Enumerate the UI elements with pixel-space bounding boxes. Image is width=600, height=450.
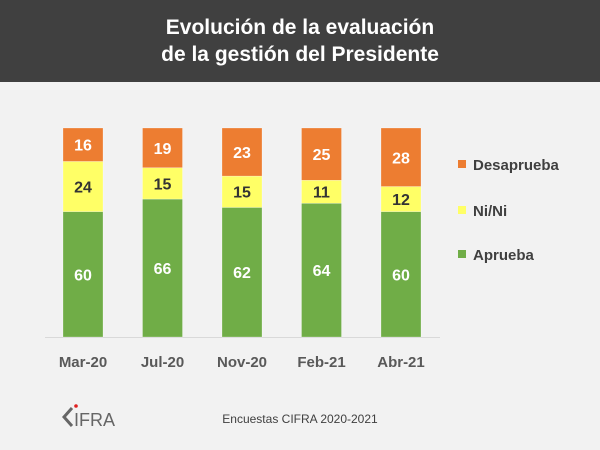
legend-swatch [458,160,466,168]
source-note: Encuestas CIFRA 2020-2021 [222,412,378,426]
cifra-logo: IFRA [62,404,115,430]
bar-desaprueba [221,127,263,177]
data-label: 60 [392,267,410,284]
bar-nini [221,175,263,208]
bar-desaprueba [380,127,422,187]
bar-aprueba [142,198,183,338]
legend-label: Ni/Ni [473,203,507,220]
chart-title: Evolución de la evaluación de la gestión… [0,0,600,82]
bar-desaprueba [142,127,183,168]
data-label: 19 [154,141,172,158]
bar-desaprueba [62,127,104,162]
data-label: 66 [154,261,172,278]
x-tick-label: Mar-20 [59,354,107,371]
data-label: 64 [313,263,331,280]
title-line-2: de la gestión del Presidente [161,43,439,66]
svg-text:IFRA: IFRA [74,410,115,430]
data-label: 15 [154,176,172,193]
bar-nini [380,186,422,212]
data-label: 11 [313,185,330,202]
legend-label: Desaprueba [473,157,560,174]
bar-aprueba [301,202,342,338]
data-label: 24 [74,180,92,197]
data-label: 28 [392,150,410,167]
x-tick-label: Feb-21 [297,354,345,371]
bar-nini [142,167,183,200]
data-label: 23 [233,145,251,162]
data-label: 16 [74,138,92,155]
legend-swatch [458,206,466,214]
data-label: 60 [74,267,92,284]
legend-swatch [458,250,466,258]
x-tick-label: Nov-20 [217,354,267,371]
title-line-1: Evolución de la evaluación [165,16,435,39]
bar-desaprueba [301,127,342,181]
data-label: 12 [392,192,410,209]
bar-nini [62,161,104,212]
data-label: 62 [233,265,251,282]
data-label: 25 [313,147,331,164]
x-tick-label: Abr-21 [377,354,425,371]
legend-label: Aprueba [473,247,535,264]
data-label: 15 [233,185,251,202]
bar-aprueba [221,207,263,338]
bar-aprueba [380,211,422,338]
x-tick-label: Jul-20 [141,354,184,371]
